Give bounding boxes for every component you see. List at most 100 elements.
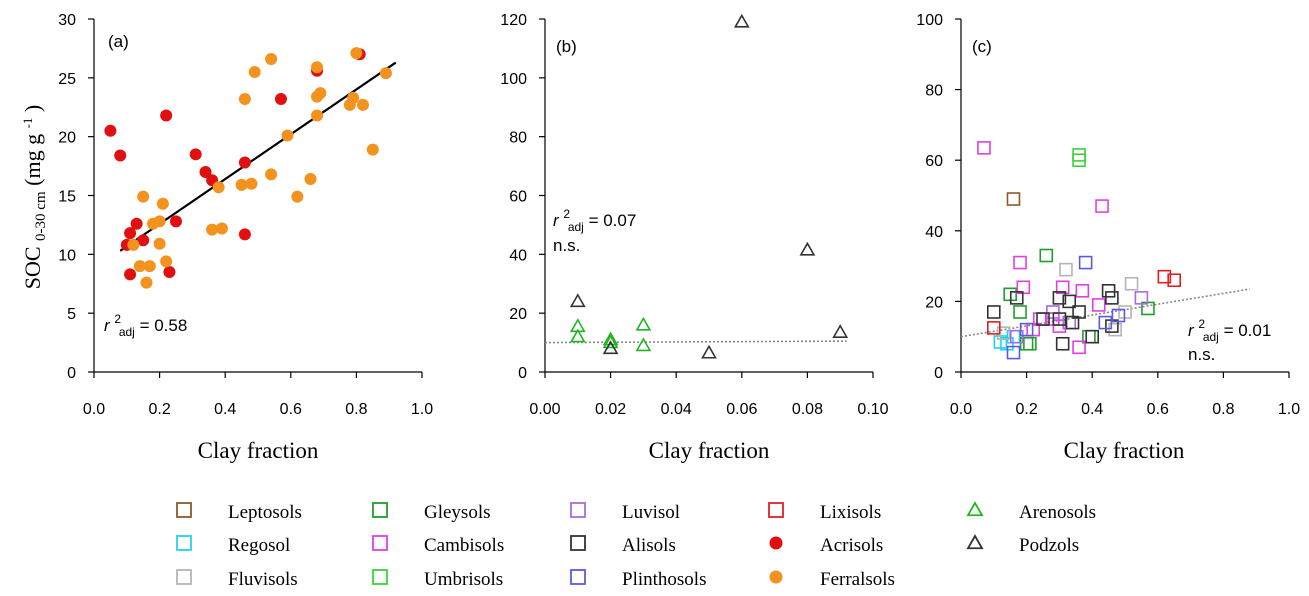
panel-c-label: (c) <box>972 37 992 56</box>
legend-item-gleysols: Gleysols <box>372 502 491 523</box>
panel-c-point-alisols <box>1105 291 1119 305</box>
panel-a-point-ferralsols <box>366 143 379 156</box>
panel-c-point-alisols <box>1072 305 1086 319</box>
panel-b-y-tick-label: 0 <box>518 365 527 382</box>
legend-item-regosol: Regosol <box>176 535 290 556</box>
panel-a-y-tick-label: 5 <box>67 306 76 323</box>
panel-c-point-cambisols <box>1013 255 1027 270</box>
panel-c-point-fluvisols <box>1124 276 1139 291</box>
panel-b-point-arenosols <box>602 334 619 349</box>
panel-a-point-ferralsols <box>156 197 169 210</box>
legend-label-umbrisols: Umbrisols <box>424 569 503 590</box>
panel-b-x-tick-label: 0.04 <box>661 401 692 418</box>
panel-a-annotation-sub: adj <box>119 325 135 339</box>
panel-a-point-ferralsols <box>143 260 156 273</box>
legend-marker-podzols <box>966 534 984 550</box>
panel-c-point-cambisols <box>1095 199 1109 213</box>
panel-a-point-acrisols <box>137 234 150 247</box>
legend-marker-plinthosols <box>570 569 586 585</box>
panel-a-x-tick-label: 0.0 <box>83 401 105 418</box>
legend-label-ferralsols: Ferralsols <box>820 569 895 590</box>
panel-a-axes: 0.0 0.2 0.4 0.6 0.8 1.0 0 5 10 15 20 25 30 <box>58 12 433 418</box>
panel-b-axes: 0.00 0.02 0.04 0.06 0.08 0.10 0 20 40 60 80 100 120 <box>500 12 888 418</box>
legend-item-acrisols: Acrisols <box>769 535 883 556</box>
panel-a-y-tick-label: 25 <box>58 71 76 88</box>
panel-b-fit <box>544 340 847 344</box>
panel-a-point-ferralsols <box>153 215 166 228</box>
panel-a-ylabel-sub: 0-30 cm <box>33 191 49 241</box>
panel-c-point-alisols <box>1101 284 1116 298</box>
panel-b-fit-line <box>544 340 847 344</box>
panel-a-point-acrisols <box>238 228 251 241</box>
panel-b-x-tick-label: 0.00 <box>529 401 560 418</box>
panel-a-point-ferralsols <box>238 93 251 106</box>
panel-a-point-ferralsols <box>291 190 304 203</box>
legend-label-luvisol: Luvisol <box>622 502 680 523</box>
panel-a-ylabel-main: SOC <box>20 246 45 289</box>
panel-c-point-plinthosols <box>1111 308 1126 323</box>
legend-label-regosol: Regosol <box>228 535 290 556</box>
panel-c-x-tick-label: 0.4 <box>1081 401 1103 418</box>
panel-c-y-tick-label: 20 <box>925 294 943 311</box>
legend-item-luvisol: Luvisol <box>570 502 680 523</box>
panel-c-point-plinthosols <box>1019 322 1034 337</box>
legend-item-umbrisols: Umbrisols <box>372 569 503 590</box>
panel-c-annotation-ns: n.s. <box>1188 345 1215 364</box>
panel-b: 0.00 0.02 0.04 0.06 0.08 0.10020406080100120 … <box>500 12 888 463</box>
panel-b-y-tick-label: 100 <box>500 71 527 88</box>
panel-a-points <box>104 47 392 289</box>
panel-c-point-cambisols <box>1055 280 1070 295</box>
panel-c-point-luvisol <box>1009 329 1024 344</box>
panel-b-point-podzols <box>799 241 816 256</box>
legend-marker-umbrisols <box>372 569 388 585</box>
panel-a-x-tick-label: 0.4 <box>214 401 236 418</box>
panel-a-point-acrisols <box>170 215 182 228</box>
panel-a-annotation-r: r <box>104 316 111 335</box>
legend-item-leptosols: Leptosols <box>176 502 302 523</box>
legend-label-plinthosols: Plinthosols <box>622 569 706 590</box>
panel-b-annotation: r 2 adj = 0.07 <box>553 203 636 235</box>
panel-b-y-tick-label: 40 <box>509 247 527 264</box>
panel-c-annotation-sup: 2 <box>1198 317 1205 331</box>
panel-b-point-podzols <box>701 344 717 359</box>
panel-b-point-arenosols <box>569 328 586 343</box>
panel-c-points <box>977 141 1181 360</box>
panel-b-annotation-sup: 2 <box>563 207 570 221</box>
panel-a-point-acrisols <box>274 93 287 106</box>
panel-c-point-gleysols <box>1013 305 1027 319</box>
panel-c: 0.0 0.2 0.4 0.6 0.8 1.0 0 20 40 60 80 100 (c) Clay … <box>916 12 1300 463</box>
panel-b-x-tick-label: 0.08 <box>792 401 823 418</box>
panel-b-x-tick-label: 0.10 <box>857 401 888 418</box>
panel-b-y-tick-label: 20 <box>509 306 527 323</box>
panel-a-point-acrisols <box>199 165 212 178</box>
legend-marker-leptosols <box>176 502 192 518</box>
panel-a-point-acrisols <box>130 217 143 230</box>
panel-b-x-tick-label: 0.02 <box>595 401 626 418</box>
panel-b-y-tick-label: 60 <box>509 189 527 206</box>
panel-b-xlabel: Clay fraction <box>649 438 770 463</box>
panel-c-x-tick-label: 0.0 <box>950 401 972 418</box>
panel-c-point-gleysols <box>1039 248 1054 263</box>
panel-c-point-alisols <box>1085 329 1099 344</box>
legend-item-fluvisols: Fluvisols <box>176 569 298 590</box>
panel-c-point-plinthosols <box>1006 345 1021 360</box>
panel-a-point-acrisols <box>124 268 137 281</box>
panel-c-point-gleysols <box>1023 336 1037 351</box>
panel-c-point-cambisols <box>1091 298 1106 312</box>
panel-c-point-leptosols <box>1006 192 1021 206</box>
panel-a-x-tick-label: 0.6 <box>280 401 302 418</box>
legend-label-gleysols: Gleysols <box>424 502 491 523</box>
panel-c-x-tick-label: 0.8 <box>1212 401 1234 418</box>
panel-a-point-ferralsols <box>347 91 360 104</box>
panel-b-point-podzols <box>733 13 750 28</box>
panel-a-point-ferralsols <box>160 255 173 268</box>
legend-marker-lixisols <box>768 502 784 518</box>
panel-a-point-acrisols <box>238 156 251 169</box>
panel-c-annotation-text: = 0.01 <box>1224 321 1272 340</box>
panel-c-point-alisols <box>1052 312 1067 326</box>
panel-a-point-ferralsols <box>311 109 324 122</box>
panel-c-point-cambisols <box>977 141 991 155</box>
panel-a-point-ferralsols <box>215 222 228 235</box>
panel-a-ylabel-unit: (mg g <box>20 134 45 186</box>
